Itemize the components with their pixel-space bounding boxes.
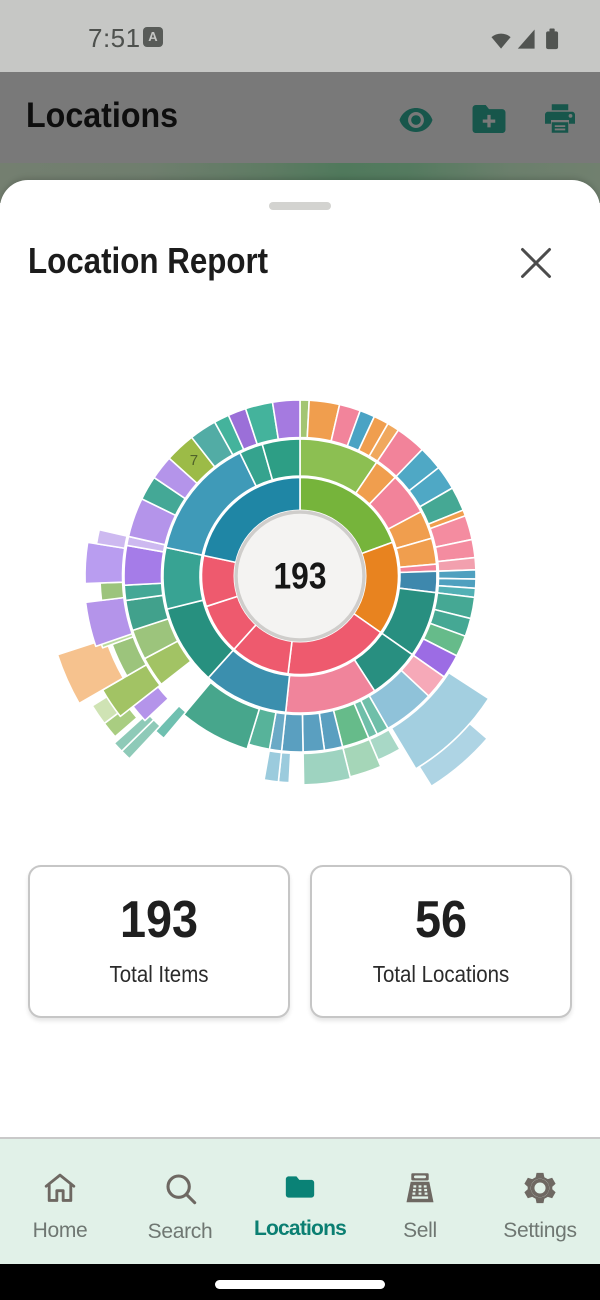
svg-text:193: 193 xyxy=(274,555,327,597)
svg-text:7: 7 xyxy=(190,452,198,469)
